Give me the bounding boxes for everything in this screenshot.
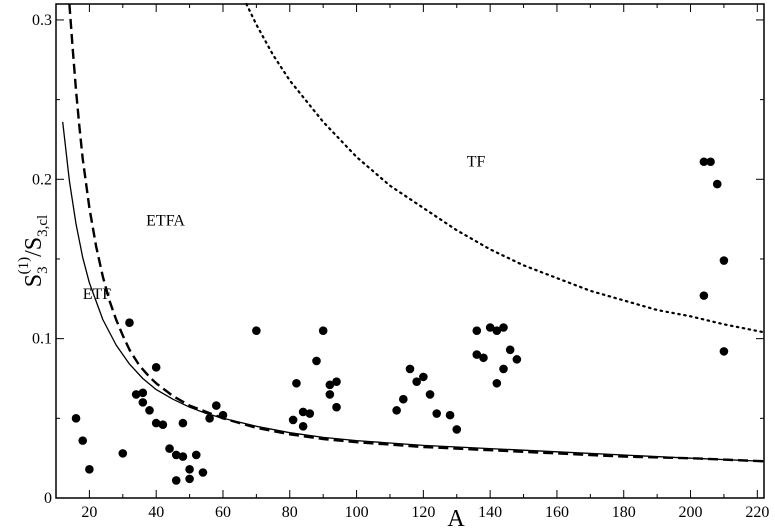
data-point-14 [171,476,181,485]
data-point-10 [151,418,161,428]
x-tick-label-120: 120 [411,504,435,521]
data-point-41 [425,390,435,399]
annotation-etf: ETF [83,286,112,303]
data-point-8 [145,406,154,415]
x-tick-label-60: 60 [215,504,231,521]
curves [62,2,766,463]
y-title-sub2: 3,cl [35,215,51,237]
data-point-6 [138,388,148,398]
data-point-3 [118,449,128,458]
data-point-0 [71,414,81,423]
data-point-26 [292,378,301,388]
data-point-7 [138,398,148,407]
data-point-44 [452,425,462,434]
y-tick-label-0: 0 [44,490,52,507]
data-point-55 [699,157,709,167]
y-title-sup1: (1) [16,257,32,275]
data-point-59 [719,256,729,265]
data-point-33 [325,390,335,399]
tick-labels: 20 40 60 80 100 120 140 160 180 200 220 0 0.1 0.2 0.3 [32,12,769,521]
data-point-13 [171,450,181,460]
data-points [71,157,729,485]
data-point-38 [405,364,415,374]
data-point-15 [178,418,188,428]
plot-area [55,3,765,499]
data-point-57 [706,157,715,167]
data-point-54 [512,355,522,364]
data-point-4 [125,318,134,328]
data-point-40 [419,372,428,382]
data-point-56 [699,291,709,300]
data-point-19 [191,450,201,460]
data-point-43 [445,410,455,420]
data-point-35 [332,402,341,412]
annotation-tf: TF [467,154,486,171]
data-point-2 [85,465,94,474]
y-title-base: S [21,274,47,287]
x-tick-label-80: 80 [282,504,298,521]
x-tick-label-100: 100 [345,504,369,521]
y-title-sub1: 3 [35,266,51,274]
data-point-20 [198,468,208,477]
data-point-29 [305,409,315,418]
y-tick-label-0.1: 0.1 [32,331,52,348]
data-point-18 [185,474,194,484]
x-tick-label-160: 160 [545,504,569,521]
x-tick-label-20: 20 [81,504,97,521]
curve-etfa [68,3,765,463]
data-point-52 [499,364,508,374]
data-point-9 [151,363,161,372]
data-point-22 [212,401,221,410]
data-point-12 [165,444,174,453]
data-point-23 [218,410,228,420]
y-axis-title: S3(1)/S3,cl [16,215,51,287]
data-point-1 [78,436,88,445]
data-point-24 [252,326,261,335]
curve-tf [245,2,766,334]
data-point-31 [318,326,328,335]
x-tick-label-140: 140 [478,504,502,521]
data-point-60 [719,347,729,356]
y-title-sep: /S [21,237,47,257]
curve-annotations: TF ETFA ETF [83,154,486,303]
x-tick-label-40: 40 [148,504,164,521]
data-point-32 [325,380,335,390]
data-point-21 [205,414,214,423]
data-point-39 [412,377,421,386]
axes-ticks [56,4,764,499]
data-point-17 [185,465,194,474]
y-tick-label-0.3: 0.3 [32,12,52,29]
data-point-42 [432,409,442,418]
data-point-30 [312,356,321,366]
data-point-27 [298,407,308,417]
data-point-47 [479,353,488,363]
data-point-37 [399,394,408,404]
data-point-50 [492,378,502,388]
data-point-25 [288,415,298,425]
data-point-53 [505,345,515,355]
x-tick-label-220: 220 [745,504,769,521]
data-point-5 [131,390,141,399]
curve-etf [62,121,765,462]
x-tick-label-200: 200 [679,504,703,521]
y-tick-label-0.2: 0.2 [32,171,52,188]
data-point-11 [158,420,168,429]
x-axis-title: A [447,506,465,528]
data-point-36 [392,406,401,415]
data-point-45 [472,326,482,335]
data-point-46 [472,350,482,359]
x-tick-label-180: 180 [612,504,636,521]
data-point-51 [499,323,508,332]
data-point-16 [178,452,188,461]
data-point-49 [492,326,502,335]
data-point-58 [712,179,722,189]
data-point-28 [298,421,308,431]
data-point-34 [332,377,341,386]
annotation-etfa: ETFA [146,213,185,230]
data-point-48 [485,323,495,332]
